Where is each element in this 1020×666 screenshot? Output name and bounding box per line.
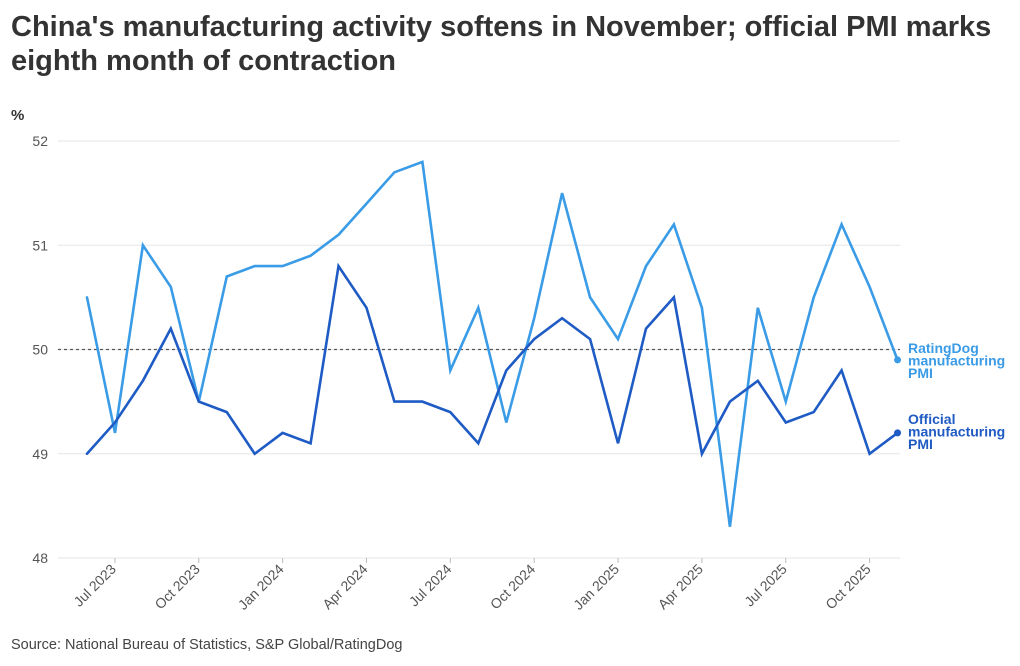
series-endpoint-official bbox=[894, 429, 902, 437]
y-tick-48: 48 bbox=[32, 550, 48, 566]
legend-official: Official manufacturing PMI bbox=[908, 411, 1005, 452]
legend-ratingdog: RatingDog manufacturing PMI bbox=[908, 340, 1005, 381]
series-line-ratingdog bbox=[85, 160, 899, 527]
x-tick-label: Jul 2024 bbox=[406, 561, 455, 610]
chart-title: China's manufacturing activity softens i… bbox=[11, 11, 992, 77]
series-group bbox=[85, 160, 902, 527]
x-tick-label: Oct 2025 bbox=[822, 561, 874, 613]
x-tick-label: Apr 2024 bbox=[319, 561, 371, 613]
x-tick-labels: Jul 2023 Oct 2023 Jan 2024 Apr 2024 Jul 2024… bbox=[70, 558, 874, 613]
x-tick-label: Jul 2023 bbox=[70, 561, 119, 610]
legend-line: RatingDog bbox=[908, 340, 979, 356]
y-tick-49: 49 bbox=[32, 446, 48, 462]
y-tick-50: 50 bbox=[32, 342, 48, 358]
legend-line: manufacturing bbox=[908, 353, 1005, 369]
x-tick-label: Jul 2025 bbox=[741, 561, 790, 610]
legend-line: manufacturing bbox=[908, 424, 1005, 440]
y-axis-label: % bbox=[11, 107, 24, 124]
x-tick-label: Jan 2025 bbox=[570, 561, 622, 613]
series-endpoint-ratingdog bbox=[894, 356, 902, 364]
x-tick-label: Oct 2024 bbox=[487, 561, 539, 613]
legend-line: Official bbox=[908, 411, 955, 427]
series-line-official bbox=[85, 262, 899, 458]
x-tick-label: Oct 2023 bbox=[151, 561, 203, 613]
source-note: Source: National Bureau of Statistics, S… bbox=[11, 637, 403, 653]
x-tick-label: Apr 2025 bbox=[655, 561, 707, 613]
y-tick-52: 52 bbox=[32, 133, 48, 149]
legend-line: PMI bbox=[908, 436, 933, 452]
y-tick-labels: 48 49 50 51 52 bbox=[32, 133, 48, 566]
y-tick-51: 51 bbox=[32, 237, 48, 253]
x-tick-label: Jan 2024 bbox=[235, 561, 287, 613]
legend-line: PMI bbox=[908, 365, 933, 381]
